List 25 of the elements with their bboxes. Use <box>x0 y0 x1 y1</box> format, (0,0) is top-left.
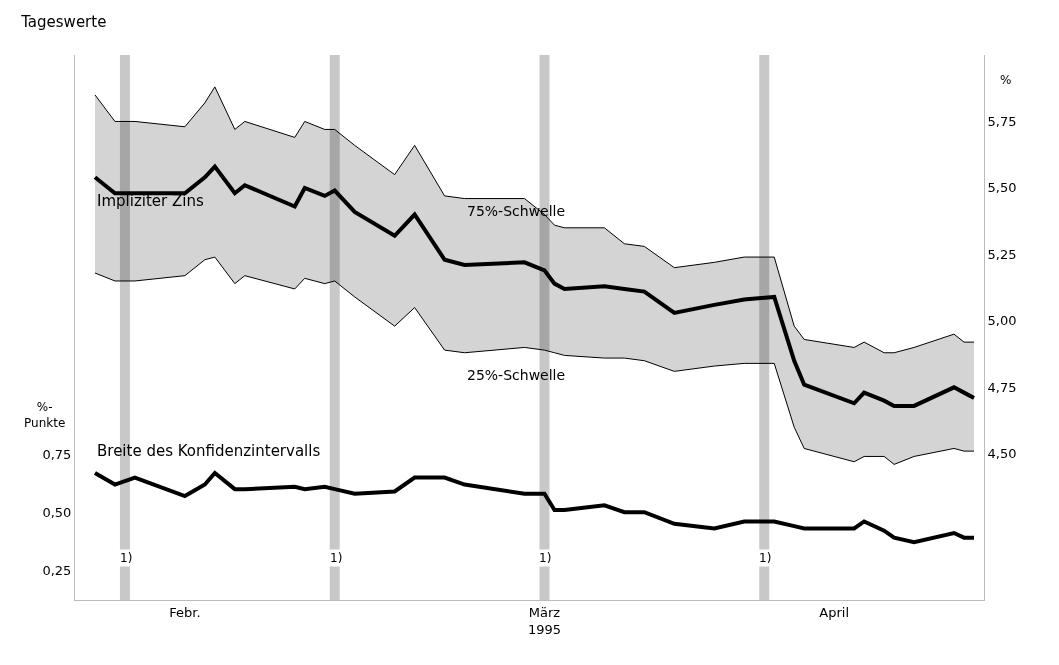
band-label: 1) <box>330 551 343 565</box>
y2-axis-title: % <box>1000 73 1012 87</box>
y-tick-label: 0,50 <box>42 504 72 520</box>
chart-title: Tageswerte <box>20 13 107 32</box>
band-label: 1) <box>539 551 552 565</box>
band-label: 1) <box>120 551 133 565</box>
y2-tick-label: 5,75 <box>987 114 1017 130</box>
y2-tick-label: 4,50 <box>987 446 1017 462</box>
x-tick-label: März 1995 <box>527 604 562 637</box>
line-series <box>92 470 977 545</box>
line-series <box>94 86 975 354</box>
y-tick-label: 0,75 <box>42 447 72 463</box>
y-tick-label: 0,25 <box>42 562 72 578</box>
y2-tick-label: 5,25 <box>987 246 1017 262</box>
series-label: Breite des Konfidenzintervalls <box>97 442 321 460</box>
y2-tick-label: 4,75 <box>987 379 1017 395</box>
x-tick-label: April <box>819 604 850 620</box>
y2-tick-label: 5,00 <box>987 313 1017 329</box>
band-label: 1) <box>759 551 772 565</box>
line-series <box>92 164 977 408</box>
series-label: 25%-Schwelle <box>467 367 566 383</box>
y2-tick-label: 5,50 <box>987 180 1017 196</box>
y-axis-title: %- Punkte <box>24 400 66 430</box>
line-series <box>94 256 975 465</box>
x-tick-label: Febr. <box>169 604 201 620</box>
